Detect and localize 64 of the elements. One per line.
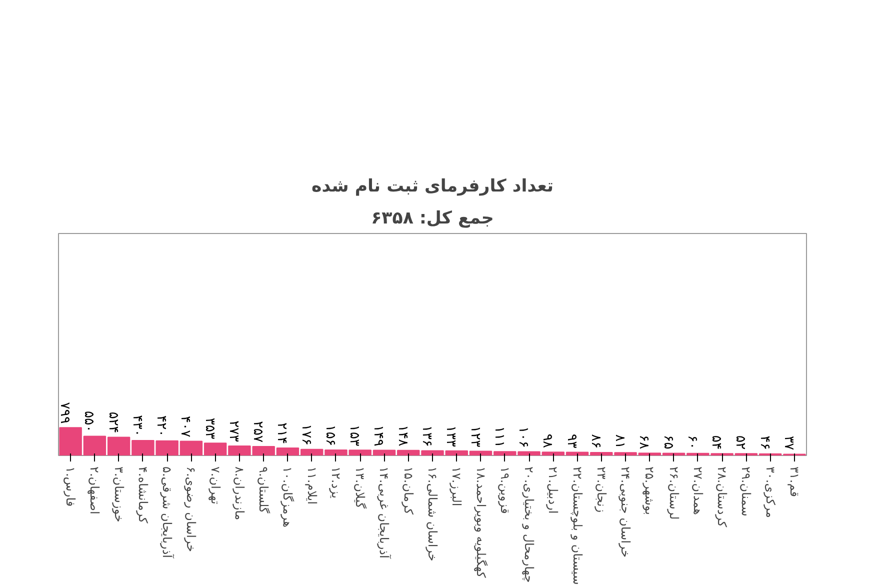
x-tick-label: ۱۲.یزد — [328, 466, 343, 499]
x-tick-label: ۱۷.البرز — [450, 466, 464, 506]
x-tick-label: ۲۰.چهارمحال و بختیاری — [522, 466, 536, 583]
x-tick-label: ۱۶.خراسان شمالی — [426, 466, 440, 562]
data-label: ۱۱۱ — [491, 426, 506, 448]
data-label: ۸۶ — [588, 434, 603, 449]
x-tick-label: ۷.تهران — [208, 466, 222, 504]
data-label: ۶۵ — [660, 434, 676, 450]
data-label: ۹۸ — [540, 434, 555, 448]
data-label: ۱۴۹ — [370, 424, 386, 446]
data-label: ۵۲۴ — [105, 412, 120, 434]
data-label: ۴۲۰ — [154, 415, 169, 437]
x-tick-label: ۱.فارس — [64, 466, 78, 507]
data-label: ۶۸ — [636, 434, 652, 450]
x-tick-label: ۵.آذربایجان شرقی — [160, 466, 176, 559]
data-label: ۱۵۶ — [322, 424, 338, 446]
data-label: ۱۰۶ — [516, 426, 531, 448]
data-label: ۵۴ — [708, 435, 724, 450]
x-tick-label: ۱۴.آذربایجان غربی — [377, 466, 392, 559]
x-tick-label: ۸.مازندران — [232, 466, 246, 520]
x-tick-label: ۶.خراسان رضوی — [184, 466, 198, 552]
data-label: ۴۳۰ — [129, 415, 144, 436]
x-tick-label: ۲۲.سیستان و بلوچستان — [570, 466, 584, 585]
x-tick-label: ۲۵.بوشهر — [642, 466, 657, 515]
chart-subtitle: جمع کل: ۶۳۵۸ — [371, 208, 494, 228]
x-tick-label: ۲۹.سمنان — [739, 466, 754, 516]
data-label: ۳۷ — [780, 436, 796, 450]
chart-title: تعداد کارفرمای ثبت نام شده — [312, 176, 554, 196]
x-tick-label: ۱۵.کرمان — [401, 466, 416, 515]
x-tick-label: ۳۰.مرکزی — [763, 466, 778, 518]
data-label: ۹۳ — [564, 434, 579, 448]
data-label: ۱۴۸ — [394, 424, 410, 446]
data-label: ۱۳۳ — [443, 425, 458, 447]
x-tick-label: ۳.خوزستان — [112, 466, 126, 522]
x-tick-label: ۲۱.اردبیل — [546, 466, 560, 514]
x-tick-label: ۲۶.لرستان — [666, 466, 681, 520]
data-label: ۱۵۳ — [346, 424, 362, 446]
data-label: ۷۹۹ — [57, 402, 72, 424]
data-label: ۴۰۷ — [178, 416, 193, 438]
x-tick-label: ۲۸.کردستان — [715, 466, 730, 528]
x-tick-label: ۲۴.خراسان جنوبی — [618, 466, 633, 558]
data-label: ۱۲۳ — [467, 426, 482, 448]
x-tick-label: ۲.اصفهان — [88, 466, 102, 514]
data-label: ۴۶ — [756, 436, 772, 450]
x-tick-label: ۱۰.هرمزگان — [280, 466, 295, 528]
data-label: ۶۰ — [684, 435, 700, 450]
x-tick-label: ۱۱.ایلام — [304, 466, 319, 504]
x-tick-label: ۳۱.قم — [787, 466, 802, 497]
data-label: ۱۳۶ — [419, 425, 434, 447]
data-label: ۵۲ — [732, 435, 748, 450]
data-label: ۲۷۳ — [226, 420, 241, 442]
data-label: ۲۵۷ — [250, 421, 266, 443]
x-tick-label: ۱۸.کهگیلویه وبویراحمد — [474, 466, 488, 578]
data-label: ۵۵۰ — [81, 410, 96, 432]
x-tick-label: ۲۷.همدان — [690, 466, 705, 515]
x-tick-label: ۴.کرمانشاه — [136, 466, 150, 524]
x-tick-label: ۹.گلستان — [256, 466, 271, 514]
data-label: ۳۵۳ — [202, 418, 217, 440]
data-label: ۲۱۴ — [274, 422, 290, 444]
x-tick-label: ۲۳.زنجان — [594, 466, 608, 513]
x-tick-label: ۱۹.قزوین — [498, 466, 512, 514]
data-label: ۸۱ — [612, 434, 628, 449]
x-tick-label: ۱۳.گیلان — [353, 466, 368, 509]
data-label: ۱۷۶ — [298, 424, 314, 446]
